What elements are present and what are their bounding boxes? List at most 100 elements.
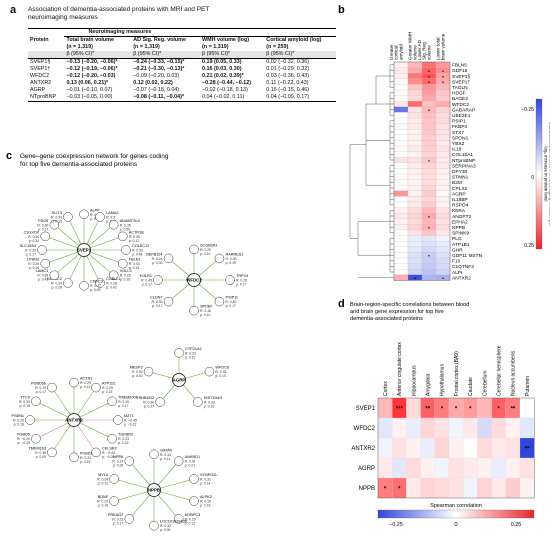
network-node-label: TRPV4	[236, 274, 248, 278]
network-node-label: FBLN1	[129, 258, 141, 262]
network-node-r: R: 0.24	[112, 460, 123, 464]
network-node	[189, 244, 199, 255]
network-node-label: PSEN1	[12, 414, 24, 418]
significance-marker: •	[428, 159, 430, 165]
network-node-r: R: 0.28	[106, 281, 117, 285]
heatmap-b-cell	[435, 246, 451, 253]
network-node-label: C10orf10	[24, 230, 40, 234]
network-node-rho: ρ: −0.26	[102, 455, 115, 459]
heatmap-b-cell	[407, 229, 423, 236]
heatmap-b-cell	[435, 190, 451, 197]
network-node	[124, 456, 135, 466]
network-node	[149, 520, 159, 531]
heatmap-d-col-label: Cortex	[383, 381, 389, 396]
heatmap-b-cell	[393, 196, 409, 203]
heatmap-b-cell	[421, 246, 437, 253]
heatmap-d-cell	[505, 417, 521, 439]
heatmap-b-col-label: Lower totalbrain volume	[436, 33, 446, 60]
heatmap-d-cell	[434, 477, 450, 499]
heatmap-b-cell	[435, 263, 451, 270]
heatmap-d-cell	[406, 437, 421, 459]
heatmap-b-cell	[407, 151, 423, 158]
heatmap-b-cell	[393, 213, 409, 219]
panel-letter-c: c	[6, 150, 12, 162]
heatmap-b-cell	[407, 162, 423, 169]
heatmap-b-cell	[435, 224, 451, 231]
table-row: AGRP −0.01 (−0.10, 0.07) −0.07 (−0.18, 0.0…	[28, 87, 336, 94]
heatmap-b-cell	[435, 101, 451, 107]
network-node-rho: ρ: 0.17	[26, 253, 37, 257]
heatmap-b-cell	[393, 67, 409, 74]
heatmap-b-cell	[393, 235, 409, 242]
significance-stars: *	[441, 407, 444, 413]
heatmap-b-cell	[393, 269, 409, 275]
group-header: Neuroimaging measures	[64, 28, 336, 37]
heatmap-d-row-label: SVEP1	[356, 406, 376, 412]
heatmap-b-cell	[435, 145, 451, 152]
panel-b-heatmap-svg: b Greatercorticalamyloid Greater WMHvolume…	[338, 4, 554, 282]
estimate-cell: −0.24 (−0.33, −0.15)*	[133, 59, 185, 65]
network-node-rho: ρ: 0.10	[132, 374, 143, 378]
heatmap-b-row-label: TAGLN	[452, 85, 468, 91]
network-edge	[113, 478, 155, 491]
network-node-rho: ρ: 0.17	[152, 304, 163, 308]
heatmap-b-cell	[421, 151, 437, 158]
network-node	[163, 296, 174, 307]
heatmap-b-cell	[393, 145, 409, 152]
heatmap-d-cell	[434, 417, 450, 439]
network-node-rho: ρ: 0.10	[204, 405, 215, 409]
heatmap-b-cell	[435, 140, 451, 147]
network-node-rho: ρ: 0.12	[90, 217, 101, 221]
table-row: NTproBNP −0.03 (−0.05, 0.00) −0.08 (−0.11,…	[28, 94, 336, 102]
network-node-r: R: 0.45	[141, 279, 152, 283]
heatmap-d-cell	[448, 417, 464, 439]
heatmap-b-row-label: NTproBNP	[452, 158, 475, 164]
heatmap-b-cell	[421, 269, 437, 275]
panel-c-title: Gene–gene coexpression network for genes…	[20, 153, 169, 168]
heatmap-b-cell	[393, 123, 409, 130]
estimate-cell: 0.21 (0.02, 0.39)*	[202, 73, 244, 79]
panel-d-heatmap: d Brain-region-specific correlations betw…	[336, 298, 550, 554]
heatmap-b-cell	[435, 162, 451, 169]
network-node	[109, 496, 119, 506]
heatmap-d-cell	[406, 397, 421, 419]
network-hub-label: SVEP1	[77, 248, 92, 253]
network-node-label: RHBDD2	[139, 396, 155, 400]
heatmap-b-cell	[435, 173, 451, 180]
panel-b-heatmap: b Greatercorticalamyloid Greater WMHvolume…	[336, 4, 554, 294]
heatmap-d-col-label: Hypothalamus	[440, 364, 446, 396]
network-node-rho: ρ: 0.15	[102, 390, 113, 394]
network-node	[143, 366, 154, 377]
estimate-cell: 0.12 (0.02, 0.22)	[133, 80, 173, 86]
heatmap-b-cell	[421, 145, 437, 152]
heatmap-b-cell	[421, 201, 437, 208]
network-node	[204, 366, 215, 377]
heatmap-b-cell	[393, 151, 409, 158]
network-edge	[73, 419, 113, 439]
network-hub-node	[147, 483, 161, 497]
estimate-cell: −0.28 (−0.44, −0.12)	[202, 80, 252, 86]
network-node-r: R: 0.31	[132, 249, 143, 253]
network-node-label: CELSR2	[102, 446, 117, 450]
heatmap-d-col-label: Cerebellum	[482, 370, 488, 396]
heatmap-d-row-label: WFDC2	[354, 426, 376, 432]
heatmap-b-cell	[407, 73, 423, 79]
heatmap-b-row-label: IL18	[452, 147, 462, 153]
network-node-rho: ρ: 0.09	[36, 455, 47, 459]
network-node-rho: ρ: 0.10	[185, 355, 196, 359]
network-node	[47, 447, 57, 458]
network-node	[118, 258, 128, 269]
protein-cell: AGRP	[30, 87, 46, 93]
heatmap-b-cell	[421, 134, 437, 141]
heatmap-b-cell	[393, 207, 409, 214]
network-node-label: CLDN7	[150, 296, 162, 300]
heatmap-b-cell	[407, 67, 423, 74]
heatmap-b-cell	[393, 179, 409, 186]
network-node-rho: ρ: 0.14	[200, 481, 211, 485]
heatmap-b-cell	[435, 134, 451, 141]
panel-d-title: Brain-region-specific correlations betwe…	[350, 302, 469, 322]
heatmap-b-row-label: EPHA2	[452, 219, 468, 225]
colorbar-b-tick: 0.25	[524, 243, 534, 249]
heatmap-b-cell	[393, 101, 409, 107]
estimate-cell: −0.07 (−0.18, 0.04)	[133, 87, 180, 93]
